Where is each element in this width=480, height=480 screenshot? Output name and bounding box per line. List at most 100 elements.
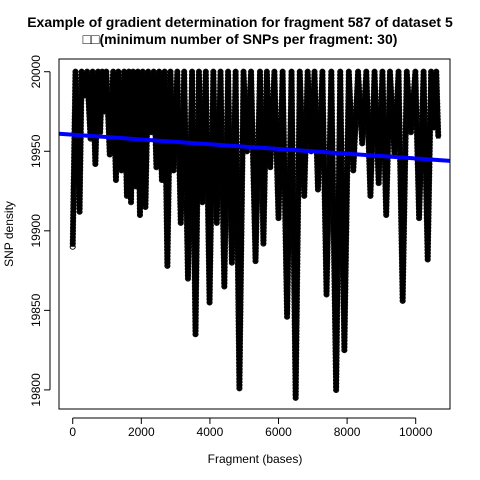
data-point: [412, 78, 419, 85]
data-point: [284, 265, 292, 273]
data-point: [77, 160, 84, 168]
data-point: [189, 81, 196, 88]
data-point: [261, 189, 268, 196]
data-point: [159, 157, 166, 164]
data-point: [107, 129, 114, 136]
data-point: [128, 160, 135, 168]
data-point: [400, 234, 407, 241]
data-point: [191, 267, 198, 274]
data-point: [324, 265, 331, 273]
data-point: [210, 75, 217, 82]
data-point: [302, 160, 309, 168]
data-point: [212, 152, 219, 159]
data-point: [197, 116, 204, 123]
data-point: [162, 132, 169, 139]
data-point: [404, 81, 411, 88]
data-point: [425, 221, 432, 228]
data-point: [238, 247, 245, 254]
data-point: [162, 125, 169, 133]
data-point: [218, 100, 225, 107]
data-point: [189, 84, 196, 91]
data-point: [219, 190, 226, 197]
data-point: [337, 87, 344, 94]
data-point: [293, 302, 300, 309]
data-point: [92, 160, 99, 168]
data-point: [236, 359, 243, 366]
data-point: [348, 129, 355, 136]
data-point: [290, 218, 297, 226]
data-point: [366, 164, 373, 171]
data-point: [422, 141, 429, 148]
data-point: [320, 138, 327, 145]
data-point: [433, 90, 441, 98]
data-point: [250, 158, 257, 165]
data-point: [288, 78, 295, 85]
data-point: [281, 183, 288, 190]
data-point: [347, 103, 354, 110]
data-point: [294, 254, 301, 261]
y-axis-label: SNP density: [2, 201, 16, 267]
data-point: [364, 100, 371, 107]
data-point: [418, 145, 425, 152]
data-point: [396, 122, 403, 129]
data-point: [104, 100, 111, 107]
data-point: [69, 227, 77, 234]
data-point: [225, 106, 232, 113]
data-point: [293, 318, 300, 325]
data-point: [289, 126, 296, 133]
data-point: [212, 181, 219, 188]
data-point: [426, 180, 433, 187]
data-point: [72, 78, 79, 85]
data-point: [371, 75, 378, 82]
data-point: [338, 126, 345, 133]
data-point: [403, 87, 410, 94]
data-point: [198, 167, 205, 174]
data-point: [267, 164, 274, 171]
data-point: [175, 120, 182, 127]
data-point: [143, 168, 150, 175]
data-point: [290, 225, 297, 232]
data-point: [237, 327, 244, 334]
data-point: [193, 273, 200, 280]
data-point: [357, 107, 364, 114]
data-point: [124, 183, 131, 190]
data-point: [343, 225, 350, 232]
data-point: [174, 71, 181, 78]
data-point: [253, 219, 260, 226]
data-point: [176, 178, 183, 185]
data-point: [334, 303, 341, 310]
data-point: [199, 173, 207, 180]
data-point: [164, 224, 172, 231]
data-point: [153, 151, 160, 158]
data-point: [222, 222, 229, 229]
data-point: [189, 97, 196, 104]
x-tick-label: 0: [69, 425, 76, 439]
data-point: [175, 116, 182, 124]
trend-layer: [58, 131, 451, 163]
data-point: [328, 81, 335, 88]
data-point: [337, 107, 344, 114]
data-point: [128, 151, 135, 158]
data-point: [76, 192, 83, 199]
data-point: [204, 200, 211, 207]
data-point: [72, 75, 79, 82]
data-point: [193, 238, 200, 245]
data-point: [202, 81, 210, 88]
data-point: [167, 84, 175, 91]
data-point: [225, 78, 232, 85]
data-point: [284, 300, 291, 308]
data-point: [302, 154, 309, 161]
data-point: [400, 269, 407, 276]
data-point: [208, 184, 215, 191]
data-point: [215, 158, 222, 165]
data-point: [190, 167, 197, 175]
data-point: [245, 122, 252, 129]
data-point: [332, 319, 339, 326]
data-point: [388, 94, 395, 101]
data-point: [92, 145, 99, 152]
data-point: [342, 286, 349, 293]
data-point: [351, 141, 358, 148]
data-point: [295, 193, 302, 200]
data-point: [218, 103, 225, 111]
data-point: [234, 247, 241, 254]
